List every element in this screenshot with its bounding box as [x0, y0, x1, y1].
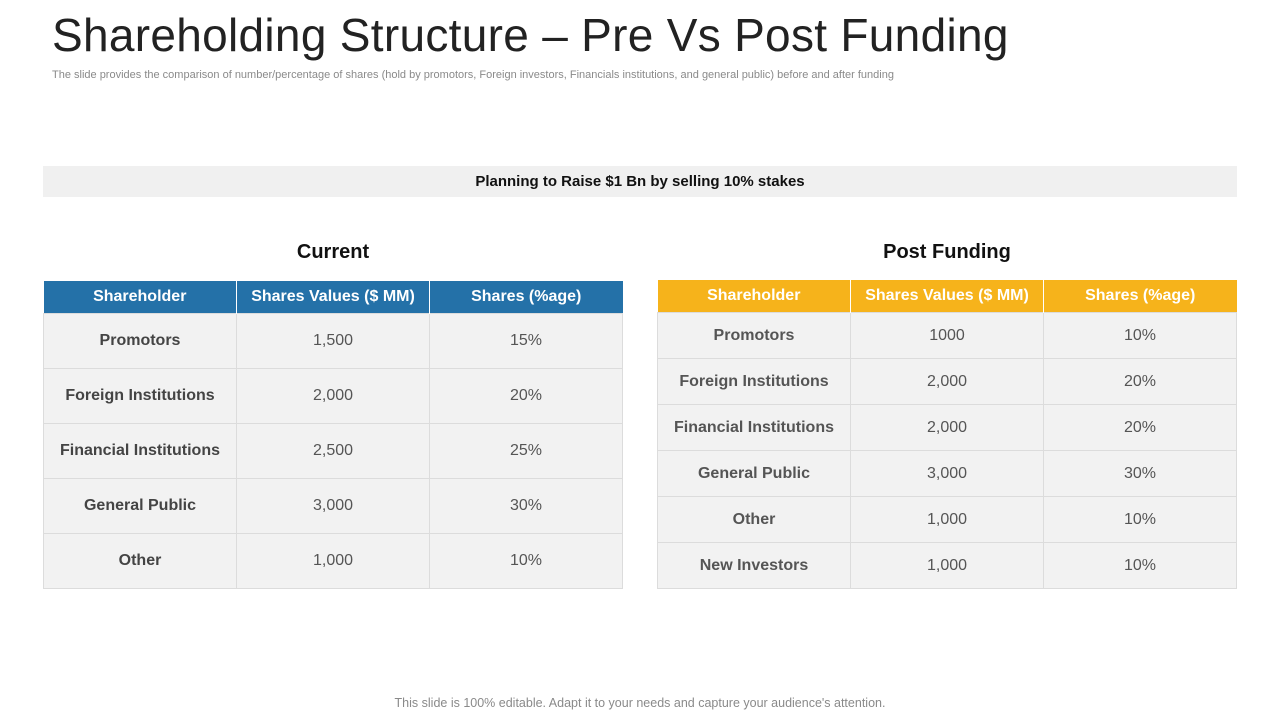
page-subtitle: The slide provides the comparison of num… — [52, 69, 894, 81]
share-percent-cell: 25% — [429, 423, 623, 479]
share-value-cell: 2,000 — [850, 358, 1044, 405]
column-header-share-percentage: Shares (%age) — [1043, 280, 1237, 313]
column-header-share-values: Shares Values ($ MM) — [236, 281, 430, 314]
share-percent-cell: 10% — [1043, 496, 1237, 543]
table-row: General Public 3,000 30% — [43, 478, 623, 534]
post-funding-table-container: Shareholder Shares Values ($ MM) Shares … — [657, 280, 1237, 589]
funding-banner: Planning to Raise $1 Bn by selling 10% s… — [43, 166, 1237, 197]
table-row: New Investors 1,000 10% — [657, 542, 1237, 589]
current-heading: Current — [296, 241, 370, 263]
shareholder-cell: Financial Institutions — [43, 423, 237, 479]
table-row: Promotors 1,500 15% — [43, 313, 623, 369]
share-percent-cell: 10% — [1043, 312, 1237, 359]
share-percent-cell: 10% — [1043, 542, 1237, 589]
shareholder-cell: New Investors — [657, 542, 851, 589]
share-value-cell: 1,500 — [236, 313, 430, 369]
column-header-shareholder: Shareholder — [43, 281, 237, 314]
current-table: Shareholder Shares Values ($ MM) Shares … — [43, 281, 623, 589]
share-percent-cell: 30% — [1043, 450, 1237, 497]
column-header-shareholder: Shareholder — [657, 280, 851, 313]
shareholder-cell: Foreign Institutions — [43, 368, 237, 424]
share-percent-cell: 20% — [1043, 358, 1237, 405]
share-percent-cell: 10% — [429, 533, 623, 589]
table-header-row: Shareholder Shares Values ($ MM) Shares … — [43, 281, 623, 314]
page-title: Shareholding Structure – Pre Vs Post Fun… — [52, 9, 1009, 61]
share-value-cell: 3,000 — [236, 478, 430, 534]
table-header-row: Shareholder Shares Values ($ MM) Shares … — [657, 280, 1237, 313]
post-funding-heading: Post Funding — [883, 241, 1011, 263]
table-row: Foreign Institutions 2,000 20% — [43, 368, 623, 424]
shareholder-cell: Financial Institutions — [657, 404, 851, 451]
shareholder-cell: Promotors — [43, 313, 237, 369]
table-row: General Public 3,000 30% — [657, 450, 1237, 497]
funding-banner-text: Planning to Raise $1 Bn by selling 10% s… — [475, 173, 805, 190]
shareholder-cell: Foreign Institutions — [657, 358, 851, 405]
table-row: Financial Institutions 2,000 20% — [657, 404, 1237, 451]
footer-note: This slide is 100% editable. Adapt it to… — [394, 696, 886, 710]
share-value-cell: 1,000 — [850, 496, 1044, 543]
shareholder-cell: General Public — [657, 450, 851, 497]
table-row: Financial Institutions 2,500 25% — [43, 423, 623, 479]
column-header-share-values: Shares Values ($ MM) — [850, 280, 1044, 313]
shareholder-cell: General Public — [43, 478, 237, 534]
table-row: Other 1,000 10% — [657, 496, 1237, 543]
share-percent-cell: 15% — [429, 313, 623, 369]
table-row: Promotors 1000 10% — [657, 312, 1237, 359]
post-funding-table: Shareholder Shares Values ($ MM) Shares … — [657, 280, 1237, 589]
shareholder-cell: Other — [43, 533, 237, 589]
share-value-cell: 2,000 — [850, 404, 1044, 451]
shareholder-cell: Other — [657, 496, 851, 543]
column-header-share-percentage: Shares (%age) — [429, 281, 623, 314]
share-value-cell: 3,000 — [850, 450, 1044, 497]
share-value-cell: 1,000 — [850, 542, 1044, 589]
share-value-cell: 2,500 — [236, 423, 430, 479]
share-percent-cell: 20% — [1043, 404, 1237, 451]
table-row: Foreign Institutions 2,000 20% — [657, 358, 1237, 405]
current-table-container: Shareholder Shares Values ($ MM) Shares … — [43, 281, 623, 589]
table-row: Other 1,000 10% — [43, 533, 623, 589]
share-value-cell: 1000 — [850, 312, 1044, 359]
share-value-cell: 2,000 — [236, 368, 430, 424]
share-value-cell: 1,000 — [236, 533, 430, 589]
share-percent-cell: 20% — [429, 368, 623, 424]
share-percent-cell: 30% — [429, 478, 623, 534]
shareholder-cell: Promotors — [657, 312, 851, 359]
